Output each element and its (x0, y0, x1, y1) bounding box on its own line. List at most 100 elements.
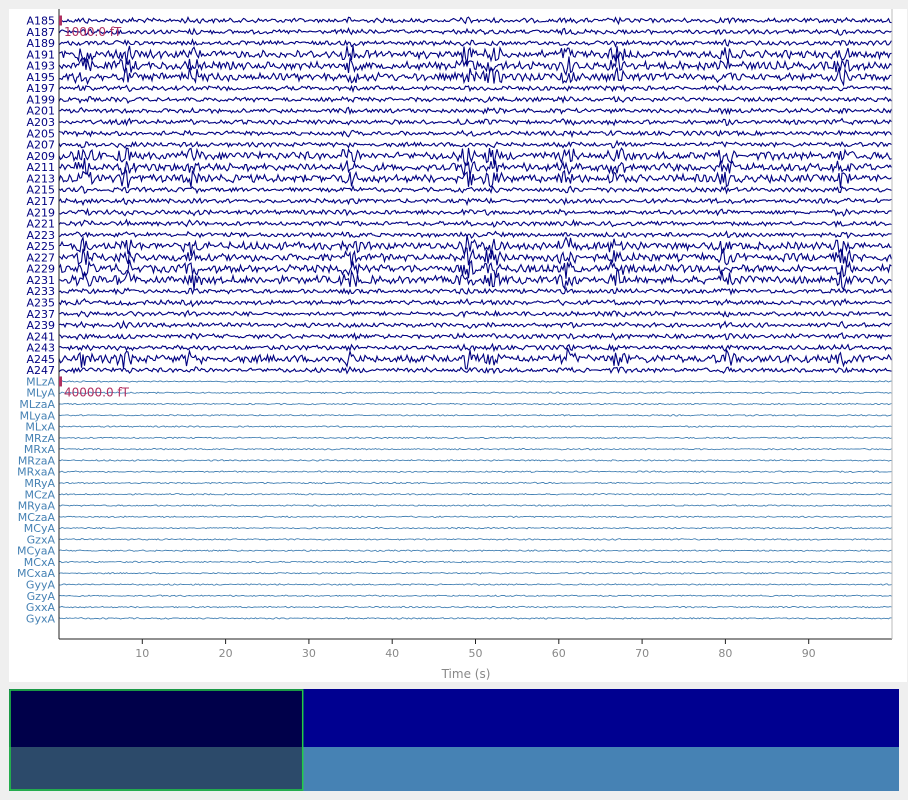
channel-trace (58, 481, 892, 485)
channel-label[interactable]: GyyA (26, 579, 56, 592)
overview-bar[interactable] (9, 689, 899, 791)
channel-label[interactable]: MLzaA (19, 398, 55, 411)
channel-trace (58, 117, 892, 127)
channel-trace (58, 139, 892, 149)
channel-trace (58, 391, 892, 395)
channel-trace (58, 166, 892, 189)
overview-row-selected (9, 747, 303, 791)
plot-panel: A185 A187 A189 A191 A193 A195 A197 A199 A201 A203… (9, 9, 907, 682)
channel-trace (58, 26, 892, 37)
channel-trace (58, 459, 892, 462)
overview-view-window[interactable] (9, 689, 304, 791)
channel-trace (58, 571, 892, 575)
channel-label[interactable]: A189 (26, 37, 55, 50)
channel-trace (58, 309, 892, 319)
channel-label[interactable]: A227 (26, 251, 55, 264)
channel-label[interactable]: A217 (26, 195, 55, 208)
channel-label[interactable]: A187 (26, 26, 55, 39)
channel-label[interactable]: MRyaA (18, 500, 56, 513)
channel-label[interactable]: A243 (26, 342, 55, 355)
channel-label[interactable]: GzyA (27, 590, 56, 603)
channel-trace (58, 436, 892, 440)
channel-label[interactable]: MRxA (24, 443, 56, 456)
channel-label[interactable]: MRyA (24, 477, 55, 490)
channel-label[interactable]: A231 (26, 274, 55, 287)
channel-label[interactable]: A245 (26, 353, 55, 366)
channel-trace (58, 331, 892, 341)
channel-trace (58, 129, 892, 139)
channel-label[interactable]: MCzaA (18, 511, 56, 524)
channel-trace (58, 594, 892, 598)
traces-plot[interactable]: A185A187A189A191A193A195A197A199A201A203… (9, 9, 907, 682)
channel-trace (58, 207, 892, 217)
channel-label[interactable]: A193 (26, 60, 55, 73)
channel-label[interactable]: MLyA (26, 387, 55, 400)
channel-label[interactable]: A201 (26, 105, 55, 118)
channel-trace (58, 297, 892, 308)
channel-trace (58, 504, 892, 507)
channel-label[interactable]: A211 (26, 161, 55, 174)
channel-label[interactable]: MRzA (25, 432, 56, 445)
channel-label[interactable]: GxxA (26, 601, 56, 614)
channel-trace (58, 266, 892, 292)
channel-label[interactable]: MRzaA (18, 454, 56, 467)
channel-label[interactable]: A207 (26, 139, 55, 152)
channel-label[interactable]: A215 (26, 184, 55, 197)
channel-label[interactable]: A221 (26, 218, 55, 231)
channel-label[interactable]: A199 (26, 93, 55, 106)
channel-trace (58, 515, 892, 519)
channel-label[interactable]: A191 (26, 48, 55, 61)
channel-trace (58, 147, 892, 167)
channel-label[interactable]: A247 (26, 364, 55, 377)
channel-label[interactable]: A205 (26, 127, 55, 140)
channel-label[interactable]: A233 (26, 285, 55, 298)
channel-label[interactable]: A195 (26, 71, 55, 84)
channel-label[interactable]: A185 (26, 15, 55, 28)
channel-label[interactable]: MCxaA (17, 567, 55, 580)
channel-trace (58, 234, 892, 256)
channel-label[interactable]: MCzA (25, 488, 56, 501)
x-tick-label: 90 (802, 647, 816, 660)
channel-trace (58, 95, 892, 105)
channel-label[interactable]: A235 (26, 297, 55, 310)
channel-label[interactable]: A219 (26, 206, 55, 219)
channel-label[interactable]: A239 (26, 319, 55, 332)
channel-trace (58, 53, 892, 77)
overview-svg[interactable] (9, 689, 899, 791)
channel-label[interactable]: A209 (26, 150, 55, 163)
channel-trace (58, 526, 892, 530)
x-tick-label: 80 (718, 647, 732, 660)
channel-trace (58, 402, 892, 406)
channel-label[interactable]: A229 (26, 263, 55, 276)
channel-label[interactable]: A213 (26, 172, 55, 185)
channel-trace (58, 365, 892, 375)
x-tick-label: 70 (635, 647, 649, 660)
scale-bar (59, 15, 62, 26)
channel-label[interactable]: A223 (26, 229, 55, 242)
channel-label[interactable]: MLxA (25, 421, 55, 434)
channel-trace (58, 583, 892, 586)
scale-bar-label: 1000.0 fT (64, 25, 122, 39)
channel-label[interactable]: A203 (26, 116, 55, 129)
channel-label[interactable]: A225 (26, 240, 55, 253)
channel-labels: A185A187A189A191A193A195A197A199A201A203… (17, 15, 55, 626)
channel-trace (58, 549, 892, 552)
x-tick-label: 10 (135, 647, 149, 660)
channel-label[interactable]: MLyaA (20, 409, 56, 422)
channel-trace (58, 230, 892, 240)
channel-label[interactable]: MCxA (24, 556, 56, 569)
channel-label[interactable]: MCyaA (17, 545, 55, 558)
x-axis-label: Time (s) (441, 667, 491, 681)
channel-trace (58, 348, 892, 370)
channel-label[interactable]: A197 (26, 82, 55, 95)
channel-label[interactable]: MRxaA (17, 466, 55, 479)
channel-trace (58, 560, 892, 564)
channel-label[interactable]: A241 (26, 330, 55, 343)
channel-trace (58, 83, 892, 94)
channel-label[interactable]: MLzA (26, 375, 55, 388)
channel-label[interactable]: GzxA (27, 533, 56, 546)
channel-label[interactable]: GyxA (26, 612, 56, 625)
channel-label[interactable]: A237 (26, 308, 55, 321)
scale-bars: 1000.0 fT 40000.0 fT (59, 15, 130, 400)
channel-label[interactable]: MCyA (24, 522, 56, 535)
